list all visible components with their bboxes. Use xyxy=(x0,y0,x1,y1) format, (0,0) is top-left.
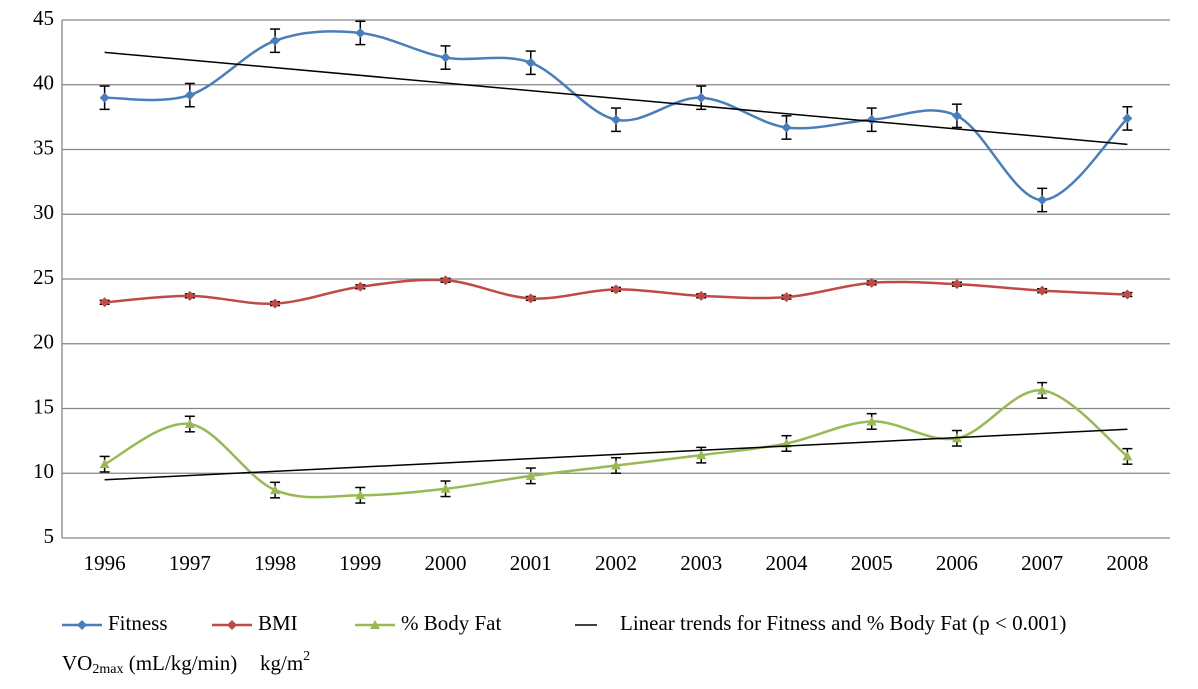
marker xyxy=(696,450,707,460)
marker xyxy=(1122,113,1133,124)
marker xyxy=(99,297,110,308)
x-tick-label: 2002 xyxy=(595,551,637,575)
marker xyxy=(227,620,237,630)
marker xyxy=(440,483,451,493)
marker xyxy=(1122,451,1133,461)
marker xyxy=(866,277,877,288)
legend-label: Fitness xyxy=(108,611,168,635)
y-tick-label: 10 xyxy=(33,459,54,483)
legend-label: % Body Fat xyxy=(401,611,502,635)
unit-rest: (mL/kg/min) xyxy=(123,651,237,675)
x-tick-label: 2000 xyxy=(425,551,467,575)
y-tick-label: 30 xyxy=(33,200,54,224)
marker xyxy=(611,284,621,295)
marker xyxy=(355,490,366,500)
marker xyxy=(951,279,962,290)
marker xyxy=(525,470,536,480)
trend-line xyxy=(104,428,1128,481)
marker xyxy=(370,620,380,629)
marker xyxy=(184,419,195,429)
trend-line xyxy=(104,51,1128,146)
x-tick-label: 1999 xyxy=(339,551,381,575)
legend-label: Linear trends for Fitness and % Body Fat… xyxy=(620,611,1066,635)
marker xyxy=(440,275,451,286)
unit-sup: 2 xyxy=(303,649,310,664)
marker xyxy=(184,290,195,301)
marker xyxy=(696,92,707,103)
y-tick-label: 15 xyxy=(33,394,54,418)
x-tick-label: 2008 xyxy=(1106,551,1148,575)
legend-label: BMI xyxy=(258,611,298,635)
marker xyxy=(184,90,195,101)
marker xyxy=(99,459,110,469)
marker xyxy=(270,298,281,309)
x-tick-label: 2006 xyxy=(936,551,978,575)
marker xyxy=(77,620,87,630)
marker xyxy=(1037,285,1048,296)
marker xyxy=(696,290,707,301)
x-tick-label: 2005 xyxy=(851,551,893,575)
series-line xyxy=(104,389,1129,499)
x-tick-label: 1998 xyxy=(254,551,296,575)
marker xyxy=(1037,385,1048,395)
marker xyxy=(781,292,792,303)
marker xyxy=(270,485,281,495)
x-tick-label: 2003 xyxy=(680,551,722,575)
y-tick-label: 25 xyxy=(33,265,54,289)
y-tick-label: 40 xyxy=(33,71,54,95)
marker xyxy=(781,122,792,133)
marker xyxy=(525,293,536,304)
marker xyxy=(866,416,877,426)
marker xyxy=(270,35,281,46)
marker xyxy=(611,114,621,125)
marker xyxy=(99,92,110,103)
y-tick-label: 45 xyxy=(33,6,54,30)
y-tick-label: 5 xyxy=(44,524,55,548)
marker xyxy=(355,281,366,292)
marker xyxy=(525,57,536,68)
marker xyxy=(355,27,366,38)
unit-sub: 2max xyxy=(92,662,123,677)
marker xyxy=(440,52,451,63)
x-tick-label: 2004 xyxy=(765,551,808,575)
marker xyxy=(611,460,621,470)
unit-base: VO xyxy=(62,651,92,675)
marker xyxy=(1037,195,1048,206)
unit-label: kg/m2 xyxy=(260,649,310,675)
marker xyxy=(951,110,962,121)
x-tick-label: 1996 xyxy=(84,551,126,575)
x-tick-label: 2001 xyxy=(510,551,552,575)
marker xyxy=(1122,289,1133,300)
x-tick-label: 1997 xyxy=(169,551,211,575)
marker xyxy=(866,114,877,125)
x-tick-label: 2007 xyxy=(1021,551,1063,575)
unit-label: VO2max (mL/kg/min) xyxy=(62,651,237,677)
y-tick-label: 35 xyxy=(33,135,54,159)
unit-base: kg/m xyxy=(260,651,303,675)
y-tick-label: 20 xyxy=(33,330,54,354)
